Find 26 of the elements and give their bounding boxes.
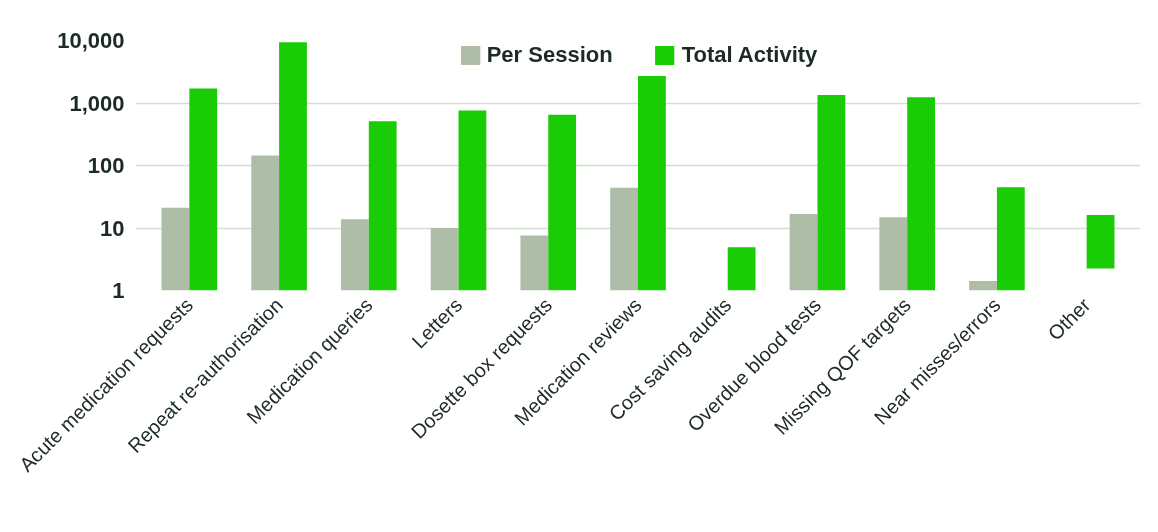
bar — [189, 88, 218, 291]
bar — [789, 213, 818, 291]
y-tick-label: 10,000 — [57, 28, 125, 53]
bar — [458, 110, 487, 291]
y-tick-label: 100 — [87, 153, 125, 178]
y-tick-label: 1,000 — [69, 90, 125, 116]
y-tick-label: 1 — [112, 278, 125, 303]
bar — [340, 219, 369, 291]
bar — [727, 247, 756, 291]
bar — [520, 235, 549, 291]
bar — [279, 42, 307, 291]
bar — [638, 76, 666, 291]
bar — [817, 95, 846, 291]
y-tick-label: 10 — [100, 215, 125, 241]
bar — [996, 187, 1025, 291]
bar — [610, 187, 638, 291]
legend-label: Per Session — [486, 42, 613, 68]
bar — [879, 217, 908, 291]
bar — [251, 155, 280, 291]
bar — [907, 97, 936, 291]
bar — [548, 114, 577, 291]
bar — [430, 228, 459, 291]
legend-label: Total Activity — [681, 42, 818, 68]
bar — [161, 207, 190, 291]
bar — [368, 121, 397, 291]
bar — [1086, 215, 1115, 269]
